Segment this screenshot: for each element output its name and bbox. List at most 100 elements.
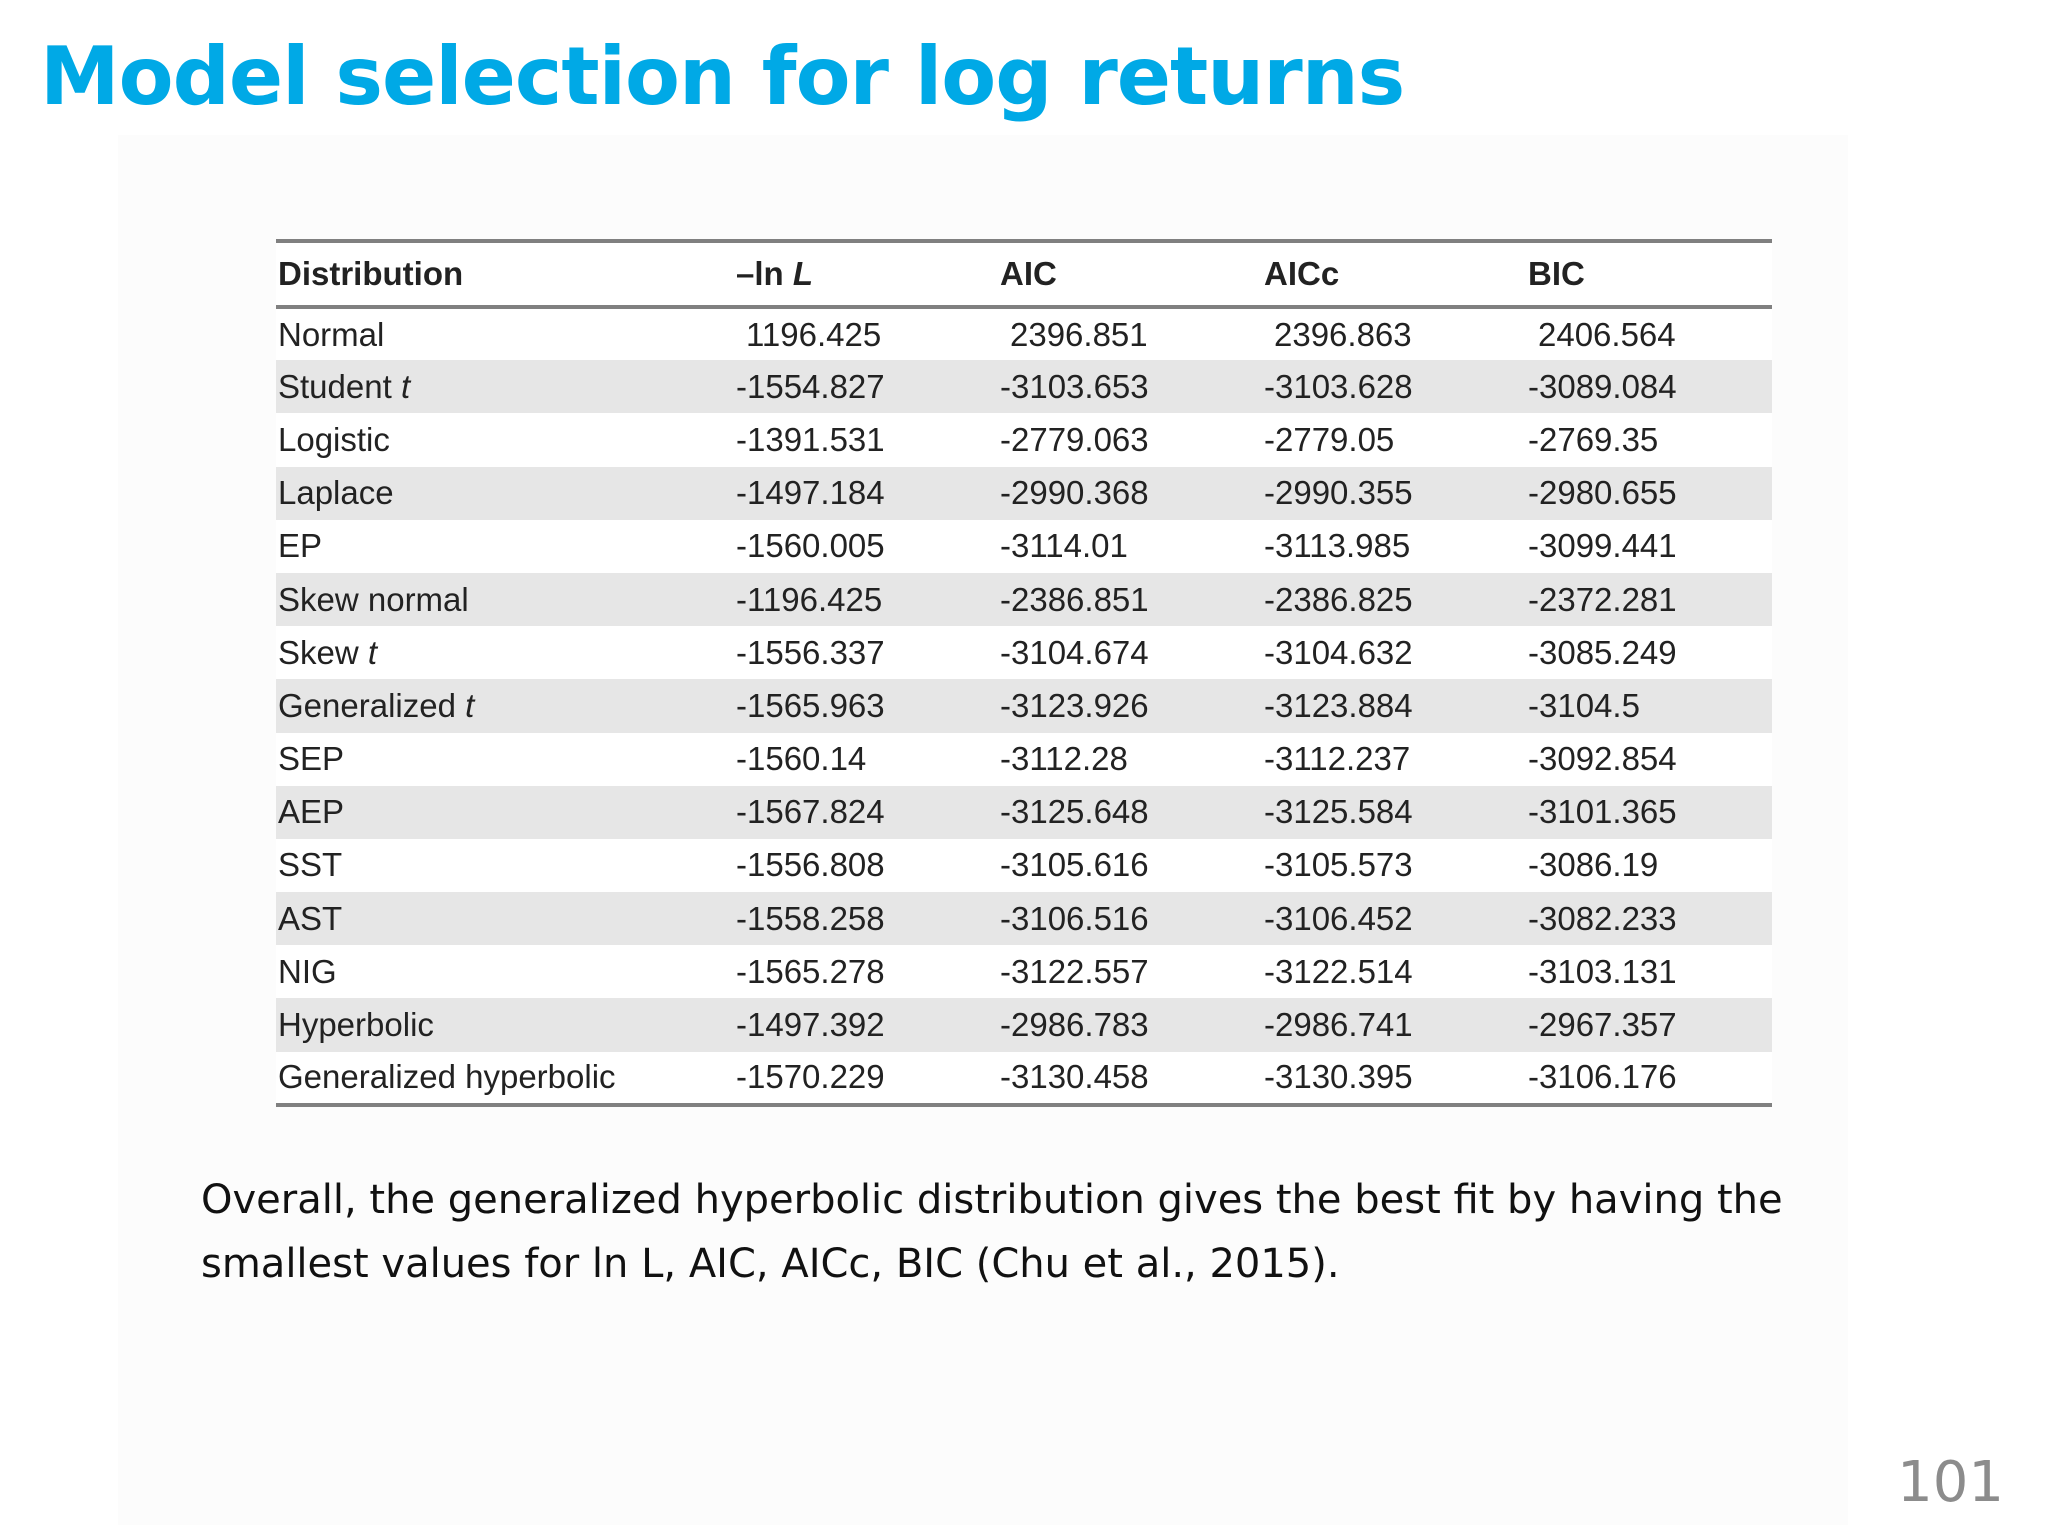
table-row: SST -1556.808 -3105.616 -3105.573 -3086.19 [276,838,1772,893]
aicc-cell: -2990.355 [1264,474,1413,512]
distribution-name: Hyperbolic [278,1006,434,1044]
aicc-cell: -3112.237 [1264,740,1411,778]
table-header-row: Distribution –ln L AIC AICc BIC [276,241,1772,309]
table-row: SEP -1560.14 -3112.28 -3112.237 -3092.854 [276,732,1772,786]
distribution-cell: NIG [276,945,734,998]
distribution-cell: Generalized hyperbolic [276,1052,734,1105]
aic-cell: -3122.557 [1000,952,1149,990]
table-body: Normal 1196.425 2396.851 2396.863 2406.564 St… [276,307,1772,1105]
distribution-cell: SEP [276,733,734,786]
aicc-cell: -3125.584 [1264,793,1413,831]
neg-ln-l-cell: -1565.963 [736,686,885,724]
aic-cell: -3114.01 [1000,527,1128,565]
aic-cell: -3125.648 [1000,793,1149,831]
table-row: AST -1558.258 -3106.516 -3106.452 -3082.233 [276,892,1772,946]
aic-cell: -2779.063 [1000,420,1149,458]
neg-ln-l-cell: -1558.258 [736,899,885,937]
neg-ln-l-cell: -1497.392 [736,1006,885,1044]
aicc-cell: -2779.05 [1264,420,1395,458]
summary-caption: Overall, the generalized hyperbolic dist… [201,1177,1783,1287]
table-row: Normal 1196.425 2396.851 2396.863 2406.564 [276,307,1772,361]
table-row: Skew t -1556.337 -3104.674 -3104.632 -3085.2… [276,626,1772,680]
distribution-name-italic-suffix: t [465,686,475,724]
distribution-cell: AEP [276,786,734,839]
bic-cell: -3101.365 [1528,793,1677,831]
distribution-cell: AST [276,892,734,945]
aicc-cell: -3106.452 [1264,899,1413,937]
aic-cell: 2396.851 [1010,315,1148,353]
distribution-cell: Generalized t [276,679,734,732]
bic-cell: -3099.441 [1528,527,1677,565]
neg-ln-l-cell: 1196.425 [746,315,882,353]
neg-ln-l-cell: -1556.808 [736,846,885,884]
distribution-cell: SST [276,839,734,892]
aicc-cell: -3105.573 [1264,846,1413,884]
aic-cell: -2990.368 [1000,474,1149,512]
aicc-cell: -3123.884 [1264,686,1413,724]
table-row: NIG -1565.278 -3122.557 -3122.514 -3103.131 [276,945,1772,999]
distribution-name: Normal [278,315,385,353]
table-row: Generalized t -1565.963 -3123.926 -3123.884… [276,679,1772,733]
bic-cell: -2967.357 [1528,1006,1677,1044]
model-selection-table: Distribution –ln L AIC AICc BIC Normal 11… [276,239,1772,1107]
neg-ln-l-cell: -1570.229 [736,1058,885,1096]
bic-cell: -3104.5 [1528,686,1640,724]
bic-cell: -3086.19 [1528,846,1659,884]
neg-ln-l-cell: -1565.278 [736,952,885,990]
aicc-cell: -2986.741 [1264,1006,1413,1044]
aic-cell: -3103.653 [1000,367,1149,405]
neg-ln-l-cell: -1560.14 [736,740,867,778]
distribution-name: NIG [278,952,337,990]
bic-cell: -3089.084 [1528,367,1677,405]
table-row: Logistic -1391.531 -2779.063 -2779.05 -2769.… [276,413,1772,467]
aic-cell: -3123.926 [1000,686,1149,724]
distribution-name: Skew [278,633,368,671]
distribution-cell: Skew normal [276,573,734,626]
bic-cell: -3103.131 [1528,952,1677,990]
neg-ln-l-cell: -1391.531 [736,420,885,458]
distribution-cell: EP [276,520,734,573]
distribution-name: AEP [278,793,345,831]
header-neg-ln-l: –ln L [734,241,998,309]
aic-cell: -3105.616 [1000,846,1149,884]
neg-ln-l-cell: -1196.425 [736,580,883,618]
distribution-cell: Normal [276,307,734,360]
bic-cell: 2406.564 [1538,315,1676,353]
distribution-cell: Laplace [276,467,734,520]
distribution-cell: Skew t [276,626,734,679]
aicc-cell: 2396.863 [1274,315,1412,353]
distribution-name: Generalized [278,686,466,724]
aicc-cell: -2386.825 [1264,580,1413,618]
aicc-cell: -3122.514 [1264,952,1413,990]
header-neg-ln-prefix: –ln [736,255,793,292]
aic-cell: -3112.28 [1000,740,1128,778]
distribution-name: SST [278,846,343,884]
table-row: AEP -1567.824 -3125.648 -3125.584 -3101.365 [276,785,1772,839]
bic-cell: -2980.655 [1528,474,1677,512]
neg-ln-l-cell: -1497.184 [736,474,885,512]
bic-cell: -2769.35 [1528,420,1659,458]
distribution-name-italic-suffix: t [400,367,411,405]
distribution-name: AST [278,899,343,937]
aicc-cell: -3103.628 [1264,367,1413,405]
table-row: Skew normal -1196.425 -2386.851 -2386.825 -2… [276,572,1772,627]
neg-ln-l-cell: -1560.005 [736,527,885,565]
aic-cell: -2386.851 [1000,580,1149,618]
table-row: Student t -1554.827 -3103.653 -3103.628 -308… [276,360,1772,414]
distribution-cell: Logistic [276,413,734,466]
distribution-name: Skew normal [278,580,469,618]
neg-ln-l-cell: -1567.824 [736,793,885,831]
bic-cell: -3082.233 [1528,899,1677,937]
aic-cell: -3104.674 [1000,633,1149,671]
slide-title: Model selection for log returns [40,30,1405,123]
distribution-name: EP [278,527,323,565]
table-row: EP -1560.005 -3114.01 -3113.985 -3099.441 [276,519,1772,573]
neg-ln-l-cell: -1556.337 [736,633,885,671]
distribution-name: Logistic [278,420,390,458]
bic-cell: -3106.176 [1528,1058,1677,1096]
aicc-cell: -3130.395 [1264,1058,1413,1096]
distribution-name: Student [278,367,401,405]
table-row: Laplace -1497.184 -2990.368 -2990.355 -2980.… [276,466,1772,520]
aic-cell: -2986.783 [1000,1006,1149,1044]
header-l-symbol: L [792,255,814,292]
